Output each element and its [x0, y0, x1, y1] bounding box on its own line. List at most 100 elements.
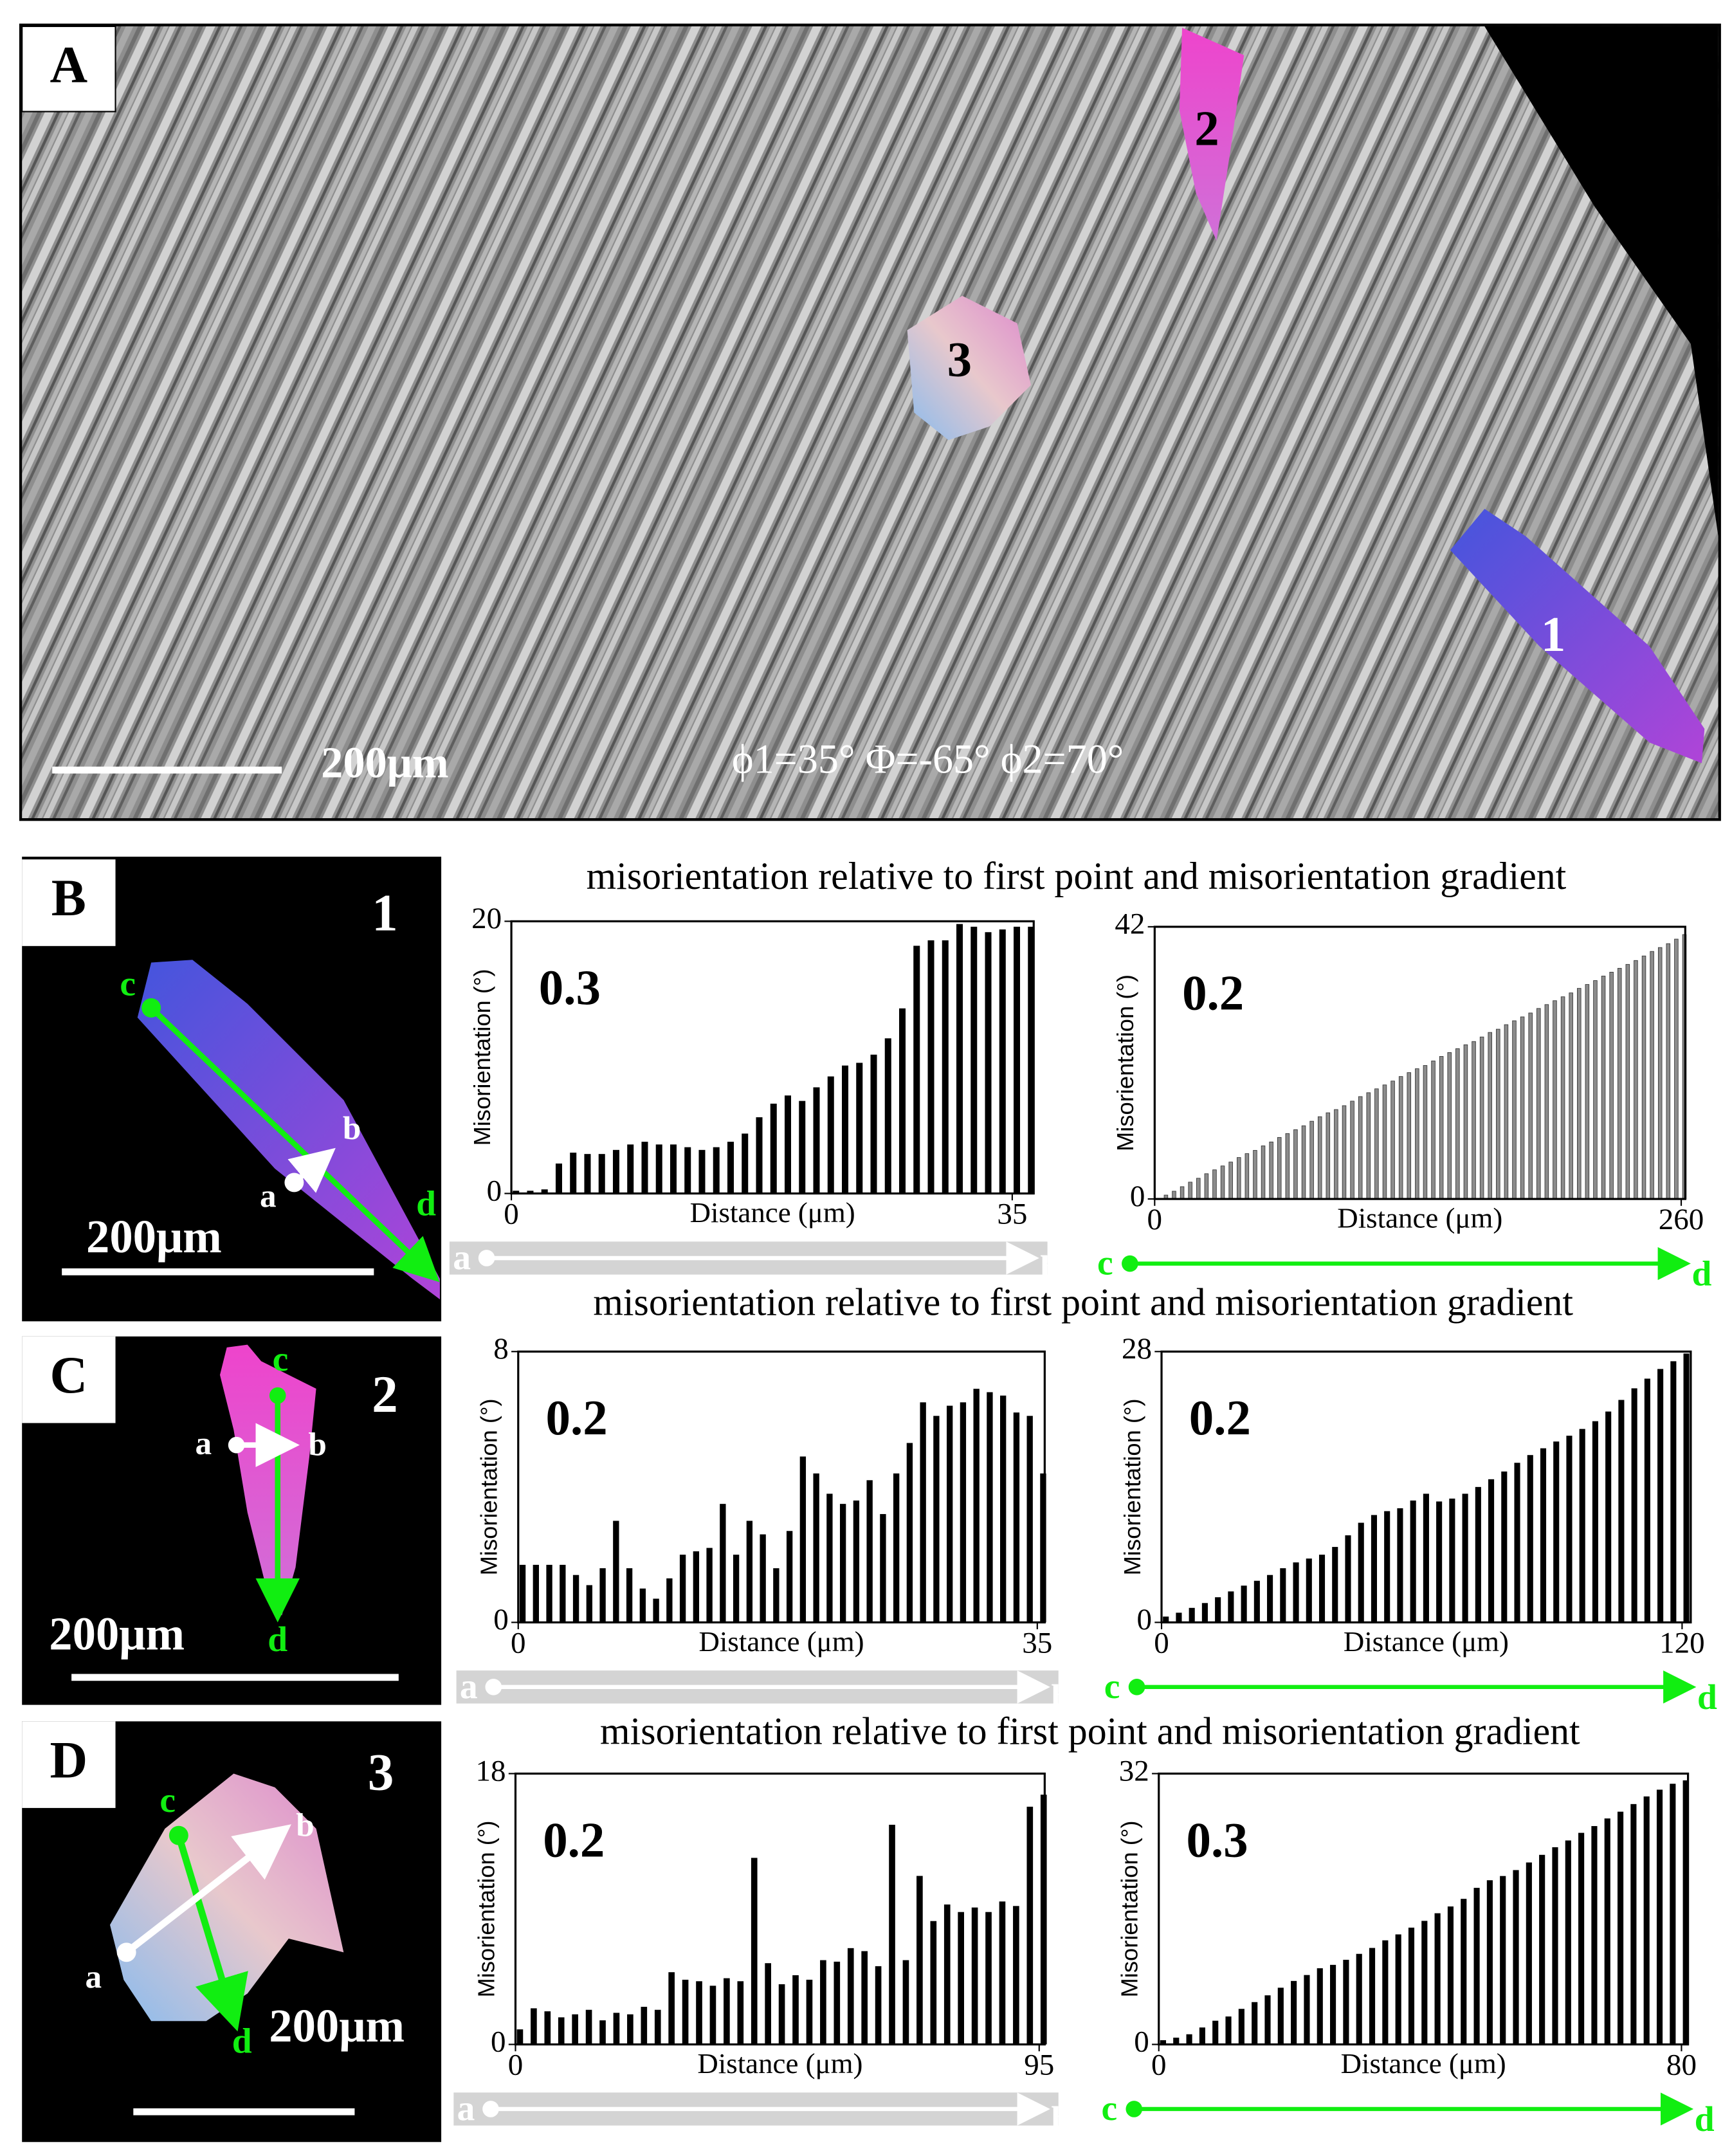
bar	[770, 1103, 777, 1194]
bar	[1172, 1191, 1176, 1200]
bar	[1553, 1441, 1560, 1623]
panel-label-box	[22, 1336, 116, 1423]
bar	[1220, 1165, 1225, 1200]
bar	[585, 2009, 592, 2045]
bar	[1280, 1568, 1286, 1623]
bar	[1301, 1125, 1306, 1200]
y-tick-label: 42	[1115, 908, 1145, 941]
bar	[533, 1564, 539, 1623]
bar	[746, 1521, 753, 1623]
bar	[1236, 1157, 1241, 1200]
bar	[1528, 1012, 1533, 1200]
bar	[778, 1984, 785, 2045]
bar	[1462, 1494, 1468, 1623]
bar	[1644, 1378, 1650, 1623]
bar	[1269, 1141, 1273, 1200]
bar	[1579, 1429, 1585, 1623]
bar	[1560, 996, 1565, 1200]
path-end-label: b	[1052, 1677, 1071, 1717]
bar	[1014, 926, 1021, 1194]
y-axis-label: Misorientation (°)	[469, 969, 495, 1146]
bar	[786, 1531, 793, 1623]
bar	[820, 1960, 826, 2045]
y-tick-label: 18	[476, 1754, 506, 1787]
bar	[1026, 1806, 1034, 2045]
background	[1484, 26, 1718, 536]
bar	[679, 1555, 686, 1623]
x-axis-label: Distance (μm)	[697, 2047, 862, 2079]
bar	[1674, 938, 1679, 1200]
path-end-label: b	[1040, 1248, 1060, 1288]
bar	[899, 1008, 906, 1194]
arrow-start	[169, 1825, 188, 1845]
bar	[1539, 1854, 1545, 2045]
bar	[1345, 1535, 1351, 1623]
bar	[1408, 1927, 1415, 2045]
bar	[999, 1901, 1006, 2045]
bar	[1604, 1818, 1610, 2045]
bar	[1670, 1361, 1677, 1623]
panel-label-box	[22, 1721, 116, 1808]
bar	[927, 940, 934, 1194]
bar	[1196, 1178, 1201, 1200]
bar	[653, 1598, 659, 1623]
bar	[1449, 1498, 1455, 1623]
bar	[1199, 2027, 1205, 2045]
bar	[693, 1551, 700, 1623]
bar	[1501, 1471, 1508, 1623]
bar	[1513, 1870, 1519, 2045]
y-axis-label: Misorientation (°)	[1117, 1821, 1143, 1998]
bar	[1569, 992, 1573, 1200]
bar	[799, 1456, 807, 1623]
bar	[1682, 1780, 1689, 2045]
gradient-annotation: 0.2	[543, 1812, 605, 1867]
bar	[641, 1142, 648, 1194]
arrow-start	[116, 1942, 136, 1962]
bar	[1496, 1028, 1500, 1200]
bar	[627, 2014, 634, 2045]
bar	[599, 1568, 606, 1623]
scale-label: 200μm	[269, 2000, 405, 2052]
bar	[584, 1154, 591, 1194]
bar	[639, 1588, 646, 1623]
bar	[1176, 1612, 1182, 1623]
path-start	[1128, 1679, 1145, 1695]
bar	[727, 1142, 734, 1194]
bar	[1553, 1000, 1557, 1200]
bar	[856, 1063, 863, 1194]
scale-label: 200μm	[49, 1608, 185, 1660]
bar	[698, 1149, 706, 1194]
bar	[806, 1979, 813, 2045]
bar	[1241, 1585, 1247, 1623]
bar	[1472, 1041, 1476, 1200]
bar	[792, 1975, 799, 2045]
bar	[544, 2011, 551, 2045]
bar	[1566, 1436, 1572, 1623]
bar	[1244, 1153, 1250, 1200]
bar	[1398, 1076, 1403, 1200]
grain	[137, 960, 440, 1300]
point-label: b	[296, 1807, 314, 1844]
bar	[627, 1144, 634, 1194]
bar	[724, 1978, 730, 2045]
bar	[742, 1133, 749, 1194]
bar	[1277, 1987, 1284, 2045]
bar	[1552, 1847, 1558, 2045]
bar	[519, 1564, 526, 1623]
bar	[1264, 1995, 1271, 2045]
bar	[531, 2008, 537, 2045]
y-tick-label: 8	[493, 1332, 509, 1366]
panel-label-box	[21, 25, 116, 113]
scale-label: 200μm	[321, 738, 448, 787]
x-axis-label: Distance (μm)	[690, 1196, 855, 1229]
point-label: c	[120, 964, 136, 1004]
bar	[572, 2014, 578, 2045]
path-start-label: a	[457, 2088, 475, 2128]
y-tick-label: 20	[471, 902, 502, 935]
bar	[1439, 1055, 1444, 1200]
bar	[1683, 1353, 1690, 1623]
y-axis-label: Misorientation (°)	[1112, 974, 1138, 1151]
x-tick-label: 95	[1024, 2049, 1054, 2082]
bar	[1188, 1182, 1192, 1200]
